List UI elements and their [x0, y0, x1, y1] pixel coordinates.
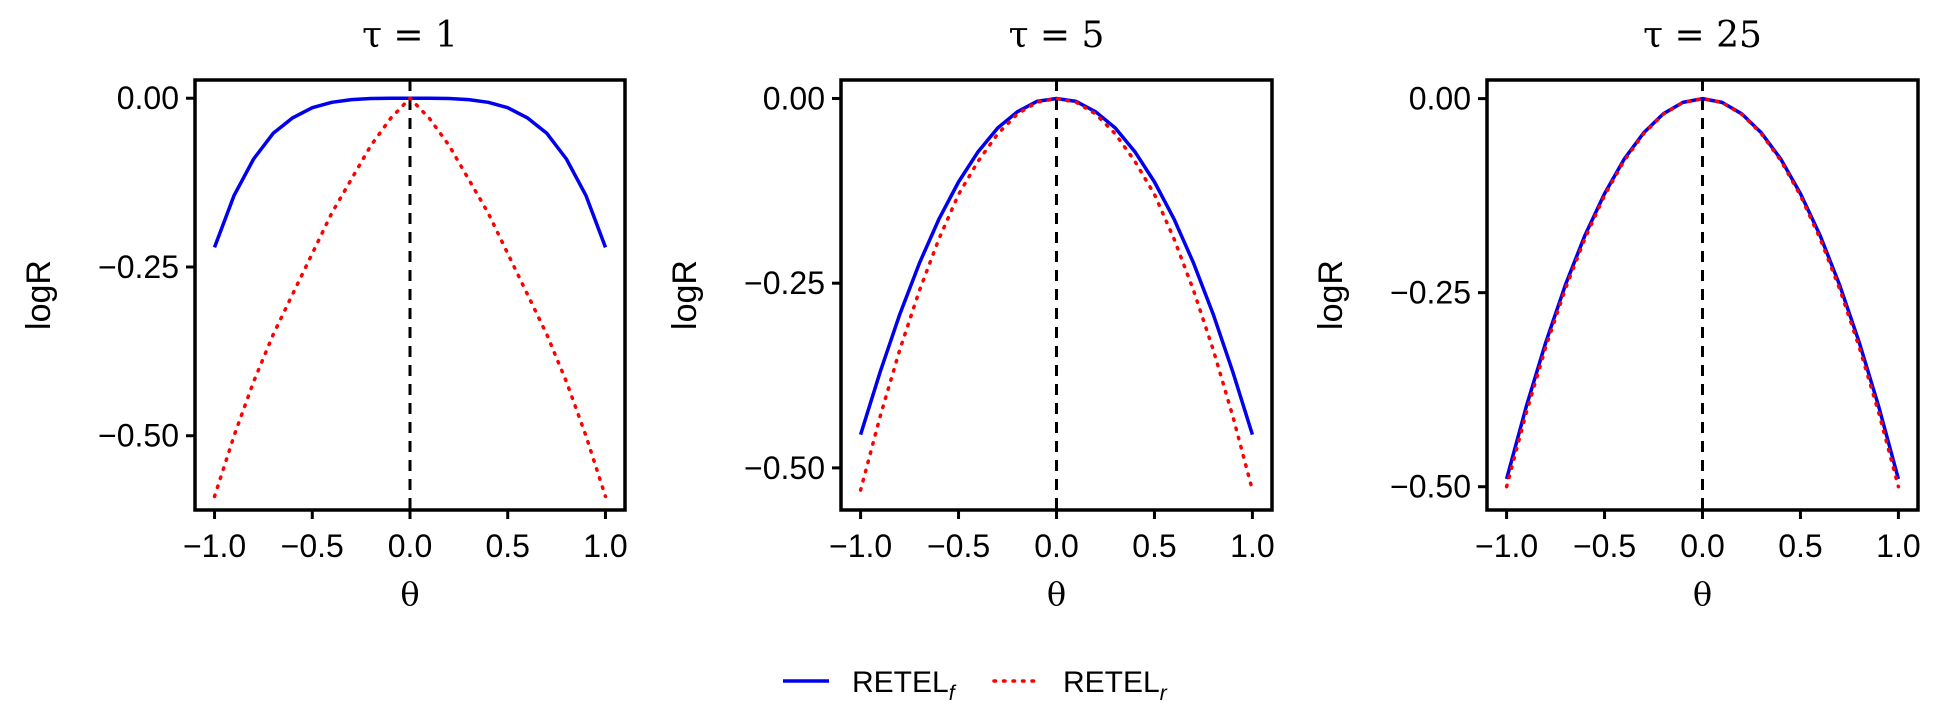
x-tick-label: −1.0 [1475, 528, 1538, 564]
legend: RETELf RETELr [783, 666, 1168, 705]
x-tick-label: 1.0 [583, 528, 627, 564]
y-tick-label: 0.00 [1409, 81, 1471, 117]
x-tick-label: −1.0 [183, 528, 246, 564]
x-tick-label: 1.0 [1230, 528, 1274, 564]
x-tick-label: 0.5 [1132, 528, 1176, 564]
panel-title: τ = 25 [1643, 15, 1762, 56]
x-tick-label: 0.5 [485, 528, 529, 564]
y-axis-label: logR [1312, 260, 1350, 330]
panels: τ = 1 −1.0 −0.5 0.0 0.5 1.0 0.00 −0.25 −0.50 θ log… [20, 15, 1921, 613]
x-tick-label: 0.5 [1778, 528, 1822, 564]
y-tick-label: −0.50 [98, 418, 179, 454]
legend-label-retel-f: RETELf [852, 666, 957, 705]
x-axis-label: θ [400, 575, 419, 613]
panel-1: τ = 1 −1.0 −0.5 0.0 0.5 1.0 0.00 −0.25 −0.50 θ log… [20, 15, 628, 613]
series-line-retel-r [212, 96, 608, 499]
y-tick-label: 0.00 [117, 80, 179, 116]
x-tick-label: 0.0 [388, 528, 432, 564]
y-axis-label: logR [666, 260, 704, 330]
x-axis-label: θ [1693, 575, 1712, 613]
x-tick-label: −1.0 [829, 528, 892, 564]
y-tick-label: 0.00 [763, 80, 825, 116]
y-axis-label: logR [20, 260, 58, 330]
x-tick-label: 1.0 [1876, 528, 1920, 564]
x-tick-label: 0.0 [1034, 528, 1078, 564]
panel-title: τ = 5 [1009, 15, 1105, 56]
y-tick-label: −0.25 [744, 265, 825, 301]
y-tick-label: −0.50 [744, 450, 825, 486]
x-axis-label: θ [1047, 575, 1066, 613]
panel-title: τ = 1 [362, 15, 458, 56]
x-tick-label: −0.5 [927, 528, 990, 564]
panel-3: τ = 25 −1.0 −0.5 0.0 0.5 1.0 0.00 −0.25 −0.50 θ lo… [1312, 15, 1921, 613]
x-tick-label: −0.5 [1573, 528, 1636, 564]
series-line-retel-r [858, 96, 1255, 492]
x-tick-label: −0.5 [281, 528, 344, 564]
y-tick-label: −0.25 [1390, 275, 1471, 311]
panel-2: τ = 5 −1.0 −0.5 0.0 0.5 1.0 0.00 −0.25 −0.50 θ log… [666, 15, 1275, 613]
y-tick-label: −0.25 [98, 249, 179, 285]
legend-label-retel-r: RETELr [1063, 666, 1168, 705]
x-tick-label: 0.0 [1680, 528, 1724, 564]
y-tick-label: −0.50 [1390, 469, 1471, 505]
